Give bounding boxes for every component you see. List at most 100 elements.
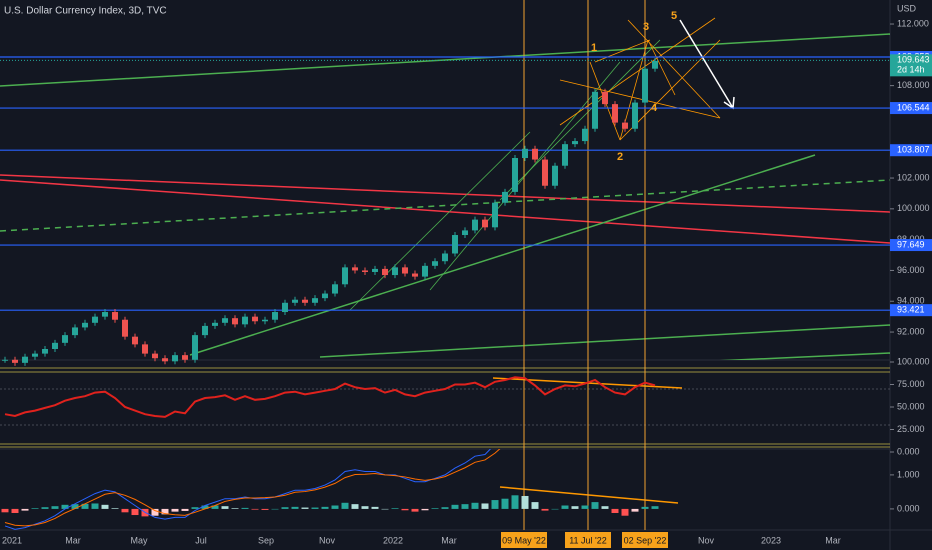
countdown: 2d 14h xyxy=(897,65,925,75)
candle xyxy=(52,342,58,349)
macd-histogram-bar xyxy=(381,508,389,510)
last-price-label: 109.643 xyxy=(897,55,930,65)
rsi-tick-label: 75.000 xyxy=(897,379,925,389)
date-tag xyxy=(501,532,547,548)
candle xyxy=(262,319,268,322)
candle xyxy=(452,235,458,254)
candle xyxy=(442,253,448,262)
candle xyxy=(92,316,98,323)
candle xyxy=(172,355,178,362)
candle xyxy=(252,316,258,322)
candle xyxy=(402,267,408,274)
candle xyxy=(42,348,48,354)
macd-histogram-bar xyxy=(451,504,459,509)
macd-histogram-bar xyxy=(71,504,79,509)
wave-label: 5 xyxy=(671,10,677,22)
macd-histogram-bar xyxy=(51,506,59,509)
candle xyxy=(72,327,78,336)
macd-histogram-bar xyxy=(341,502,349,509)
macd-histogram-bar xyxy=(351,504,359,509)
candle xyxy=(342,267,348,285)
price-level-label: 93.421 xyxy=(897,305,925,315)
macd-histogram-bar xyxy=(411,508,419,512)
wave-label: 1 xyxy=(591,42,597,54)
macd-histogram-bar xyxy=(421,508,429,511)
macd-histogram-bar xyxy=(551,508,559,510)
rsi-tick-label: 50.000 xyxy=(897,401,925,411)
x-tick-label: Mar xyxy=(441,535,457,545)
candle xyxy=(532,148,538,160)
macd-histogram-bar xyxy=(531,502,539,509)
macd-histogram-bar xyxy=(171,508,179,512)
macd-histogram-bar xyxy=(251,508,259,510)
y-tick-label: 96.000 xyxy=(897,265,925,275)
y-tick-label: 108.000 xyxy=(897,80,930,90)
macd-histogram-bar xyxy=(561,505,569,509)
macd-histogram-bar xyxy=(101,504,109,509)
candle xyxy=(382,268,388,276)
macd-histogram-bar xyxy=(201,505,209,509)
y-tick-label: 98.000 xyxy=(897,234,925,244)
macd-histogram-bar xyxy=(321,506,329,509)
macd-histogram-bar xyxy=(1,508,9,513)
macd-histogram-bar xyxy=(221,506,229,509)
candle xyxy=(202,325,208,336)
price-level-label: 106.544 xyxy=(897,102,930,112)
x-tick-label: Mar xyxy=(825,535,841,545)
candle xyxy=(462,230,468,236)
macd xyxy=(1,449,659,530)
candle xyxy=(142,344,148,354)
macd-histogram-bar xyxy=(501,498,509,509)
macd-histogram-bar xyxy=(541,508,549,511)
x-tick-label: Nov xyxy=(698,535,715,545)
candle xyxy=(362,270,368,272)
macd-histogram-bar xyxy=(511,495,519,509)
candle xyxy=(592,91,598,129)
macd-histogram-bar xyxy=(361,506,369,509)
macd-histogram-bar xyxy=(91,503,99,509)
candle xyxy=(102,312,108,317)
macd-histogram-bar xyxy=(31,508,39,509)
macd-histogram-bar xyxy=(401,508,409,511)
candle xyxy=(492,202,498,228)
wave-label: 3 xyxy=(643,21,649,33)
candle xyxy=(312,298,318,303)
macd-histogram-bar xyxy=(391,508,399,509)
macd-histogram-bar xyxy=(281,507,289,509)
macd-histogram-bar xyxy=(651,506,659,509)
candle xyxy=(182,355,188,360)
rsi-tick-label: 25.000 xyxy=(897,424,925,434)
x-tick-label: Sep xyxy=(258,535,274,545)
macd-histogram-bar xyxy=(441,507,449,509)
macd-histogram-bar xyxy=(641,506,649,509)
date-tag-label: 11 Jul '22 xyxy=(569,535,607,545)
macd-histogram-bar xyxy=(371,506,379,509)
candle xyxy=(612,104,618,123)
date-tag xyxy=(622,532,668,548)
macd-histogram-bar xyxy=(191,507,199,509)
macd-histogram-bar xyxy=(611,508,619,513)
candle xyxy=(332,284,338,294)
candle xyxy=(232,318,238,325)
candle xyxy=(482,219,488,228)
x-tick-label: May xyxy=(130,535,148,545)
x-tick-label: 2023 xyxy=(761,535,781,545)
candle xyxy=(562,144,568,166)
macd-histogram-bar xyxy=(521,495,529,509)
macd-histogram-bar xyxy=(271,508,279,510)
candle xyxy=(432,261,438,266)
price-level-tag xyxy=(890,144,932,157)
candle xyxy=(242,316,248,325)
macd-histogram-bar xyxy=(481,503,489,509)
candle xyxy=(82,322,88,328)
macd-histogram-bar xyxy=(241,507,249,509)
candle xyxy=(22,356,28,363)
candle xyxy=(622,122,628,129)
candle xyxy=(272,312,278,320)
rsi-tick-label: 100.000 xyxy=(897,356,930,366)
candle xyxy=(602,91,608,105)
candle xyxy=(472,219,478,231)
price-level-label: 103.807 xyxy=(897,145,930,155)
